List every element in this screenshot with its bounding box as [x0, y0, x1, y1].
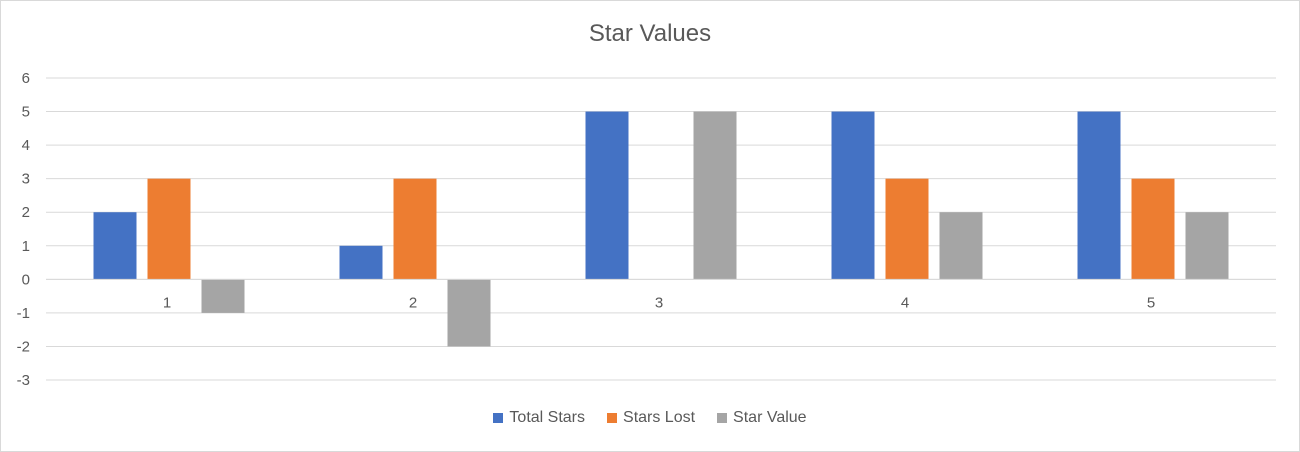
y-tick-label: 3 [22, 171, 30, 188]
bar-star-value [939, 212, 983, 280]
bar-total-stars [831, 111, 875, 280]
y-tick-label: -2 [17, 338, 30, 355]
legend-item-total-stars: Total Stars [493, 409, 585, 427]
y-tick-label: 0 [22, 271, 30, 288]
x-tick-label: 4 [901, 294, 909, 311]
legend-swatch-stars-lost [607, 413, 618, 423]
bar-total-stars [585, 111, 629, 280]
bar-total-stars [93, 212, 137, 280]
y-tick-label: 5 [22, 104, 30, 121]
x-tick-label: 1 [163, 294, 171, 311]
legend-label-total-stars: Total Stars [509, 409, 586, 426]
bar-total-stars [1077, 111, 1121, 280]
bar-star-value [447, 279, 491, 347]
y-tick-label: 6 [22, 70, 30, 87]
bar-star-value [1185, 212, 1229, 280]
x-tick-label: 3 [655, 294, 663, 311]
bar-stars-lost [1131, 178, 1175, 280]
x-tick-label: 2 [409, 294, 417, 311]
bar-stars-lost [147, 178, 191, 280]
bar-stars-lost [885, 178, 929, 280]
x-tick-label: 5 [1147, 294, 1155, 311]
y-tick-label: -3 [17, 372, 30, 389]
bar-stars-lost [393, 178, 437, 280]
legend-item-star-value: Star Value [717, 409, 807, 427]
legend-label-star-value: Star Value [733, 409, 807, 426]
legend-swatch-total-stars [493, 413, 504, 423]
bar-star-value [693, 111, 737, 280]
y-tick-label: 2 [22, 204, 30, 221]
y-tick-label: -1 [17, 305, 30, 322]
bar-total-stars [339, 245, 383, 280]
legend: Total Stars Stars Lost Star Value [0, 409, 1300, 427]
legend-item-stars-lost: Stars Lost [607, 409, 695, 427]
y-tick-label: 4 [22, 137, 30, 154]
y-tick-label: 1 [22, 238, 30, 255]
legend-swatch-star-value [717, 413, 728, 423]
chart-title: Star Values [588, 20, 712, 47]
legend-label-stars-lost: Stars Lost [623, 409, 696, 426]
bar-star-value [201, 279, 245, 313]
